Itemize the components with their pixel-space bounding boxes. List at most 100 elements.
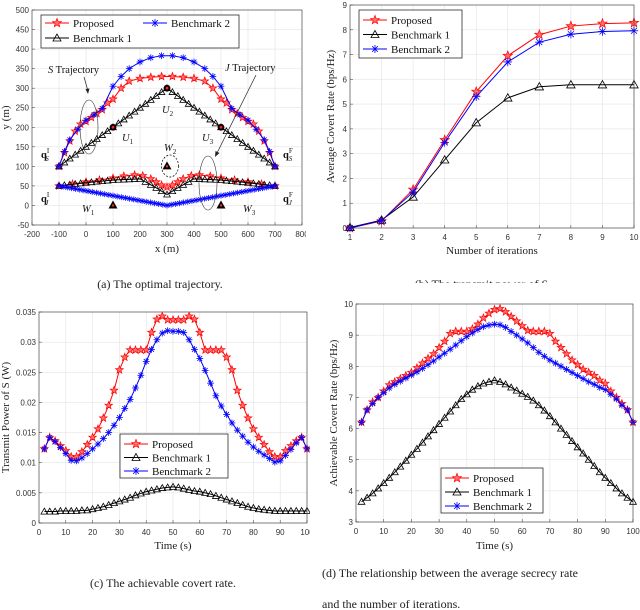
- y-tick-label: 400: [16, 45, 30, 54]
- triangle-marker: [131, 491, 140, 499]
- triangle-marker: [104, 500, 113, 508]
- triangle-marker: [136, 103, 144, 111]
- legend-item: Benchmark 2: [363, 44, 450, 56]
- triangle-marker: [136, 174, 144, 182]
- asterisk-marker: [126, 396, 134, 403]
- w1-label: W1: [82, 204, 95, 217]
- asterisk-marker: [272, 182, 278, 189]
- asterisk-marker: [601, 386, 609, 394]
- asterisk-marker: [169, 327, 177, 335]
- star-marker: [173, 177, 183, 187]
- x-axis-label: x (m): [155, 243, 179, 255]
- x-tick-label: 600: [241, 230, 255, 239]
- triangle-marker: [206, 489, 215, 498]
- triangle-marker: [126, 493, 135, 501]
- asterisk-marker: [440, 138, 449, 147]
- legend-item: Benchmark 2: [445, 501, 532, 513]
- star-marker: [129, 169, 140, 180]
- series-group: [356, 303, 638, 505]
- triangle-marker: [408, 192, 419, 201]
- triangle-marker: [518, 389, 527, 397]
- s-trajectory-arrow-icon: [83, 76, 89, 92]
- asterisk-marker: [147, 54, 155, 62]
- asterisk-marker: [396, 377, 404, 385]
- triangle-marker: [396, 462, 405, 470]
- annotations: S Trajectory J Trajectory U1 U2 U3 W2 W1 W3 qI S q…: [41, 63, 293, 217]
- asterisk-marker: [255, 447, 263, 455]
- x-tick-label: 100: [106, 230, 120, 239]
- y-tick-label: 9: [343, 1, 348, 10]
- y-tick-label: 300: [16, 84, 30, 93]
- y-tick-label: 450: [16, 26, 30, 35]
- x-tick-label: 20: [407, 527, 416, 536]
- x-tick-label: 3: [411, 233, 416, 242]
- triangle-marker: [362, 493, 372, 501]
- asterisk-marker: [259, 185, 266, 192]
- axes-frame: [355, 303, 634, 523]
- triangle-marker: [281, 506, 290, 514]
- y-tick-label: 0: [32, 519, 37, 528]
- y-tick-label: 7: [343, 51, 348, 60]
- star-marker: [506, 311, 516, 321]
- triangle-marker: [265, 506, 274, 514]
- asterisk-marker: [109, 82, 117, 90]
- triangle-marker: [238, 138, 247, 146]
- y-tick-label: 0: [25, 201, 30, 210]
- asterisk-marker: [82, 116, 90, 124]
- asterisk-marker: [230, 190, 237, 197]
- star-marker: [156, 71, 167, 81]
- asterisk-marker: [503, 57, 512, 67]
- asterisk-marker: [391, 380, 399, 388]
- star-marker: [428, 348, 439, 358]
- arrowhead-icon: [85, 88, 90, 94]
- triangle-marker: [76, 179, 85, 187]
- asterisk-marker: [424, 361, 432, 369]
- asterisk-marker: [408, 371, 415, 379]
- y-axis-label: Achievable Covert Rate (bps/Hz): [328, 339, 340, 486]
- star-marker: [81, 177, 91, 187]
- x-tick-label: 40: [142, 528, 151, 537]
- triangle-marker: [545, 411, 554, 420]
- star-marker: [583, 367, 594, 377]
- star-marker: [254, 432, 264, 442]
- axes-frame: [38, 311, 308, 524]
- star-marker: [259, 439, 269, 449]
- y-tick-label: 7: [349, 393, 354, 402]
- asterisk-marker: [193, 197, 200, 204]
- asterisk-marker: [371, 45, 379, 53]
- asterisk-marker: [419, 365, 426, 372]
- triangle-marker: [597, 79, 608, 89]
- asterisk-marker: [474, 326, 482, 333]
- asterisk-marker: [64, 184, 71, 191]
- triangle-marker: [368, 489, 377, 497]
- y-tick-label: 9: [349, 331, 354, 340]
- triangle-marker: [67, 506, 76, 514]
- legend-box: [40, 14, 240, 49]
- legend-item: Proposed: [124, 438, 193, 451]
- uav-node-marker: [163, 84, 171, 92]
- asterisk-marker: [62, 450, 70, 458]
- triangle-marker: [50, 507, 60, 515]
- asterisk-marker: [271, 162, 279, 170]
- triangle-marker: [227, 497, 237, 505]
- triangle-marker: [82, 178, 90, 186]
- asterisk-marker: [251, 186, 258, 193]
- q-j-initial-label: qI J: [41, 191, 50, 207]
- x-tick-label: 100: [300, 528, 314, 537]
- triangle-marker: [254, 504, 263, 513]
- triangle-marker: [222, 495, 231, 503]
- triangle-marker: [233, 498, 242, 507]
- asterisk-marker: [105, 429, 113, 436]
- triangle-marker: [490, 376, 499, 384]
- triangle-marker: [157, 87, 166, 95]
- asterisk-marker: [132, 467, 140, 475]
- triangle-marker: [227, 177, 236, 185]
- w3-label: W3: [243, 204, 256, 217]
- triangle-marker: [217, 493, 226, 501]
- y-tick-label: 100: [16, 162, 30, 171]
- asterisk-marker: [236, 111, 244, 119]
- triangle-marker: [379, 478, 388, 487]
- star-marker: [500, 306, 511, 316]
- triangle-marker: [40, 507, 49, 515]
- x-tick-label: 60: [518, 527, 527, 536]
